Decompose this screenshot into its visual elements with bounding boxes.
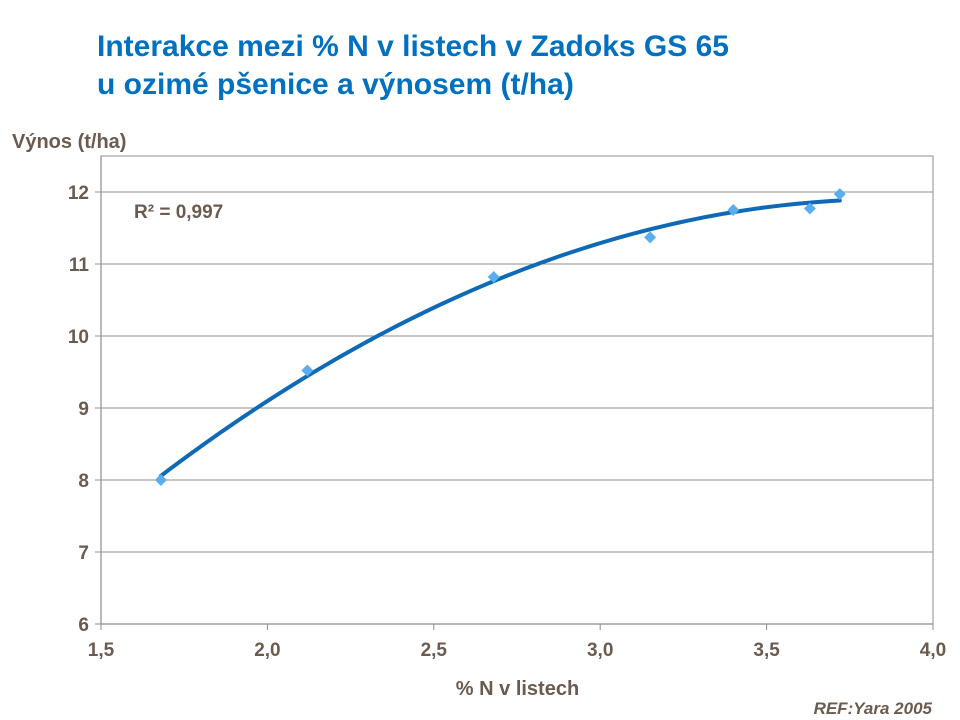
x-axis-label: % N v listech (455, 678, 580, 700)
y-tick-label: 10 (68, 327, 89, 348)
r-squared-annotation: R² = 0,997 (134, 202, 223, 223)
data-point (644, 231, 657, 244)
y-tick-label: 7 (78, 543, 89, 564)
data-point (154, 474, 167, 486)
data-point (301, 364, 314, 377)
data-point (833, 188, 846, 201)
chart-title: Interakce mezi % N v listech v Zadoks GS… (97, 28, 729, 104)
gridlines (101, 191, 933, 553)
data-point (487, 270, 500, 283)
chart-title-line-2: u ozimé pšenice a výnosem (t/ha) (97, 68, 574, 101)
y-axis-label: Výnos (t/ha) (12, 131, 127, 153)
x-tick-label: 2,0 (254, 640, 280, 661)
tick-labels: 6 7 8 9 10 11 12 1,5 2,0 2,5 3,0 3,5 4,0 (68, 183, 946, 661)
plot-area-border (100, 155, 934, 625)
y-tick-label: 12 (68, 183, 89, 204)
reference-note: REF:Yara 2005 (813, 699, 932, 718)
y-tick-label: 9 (78, 399, 89, 420)
trendline-layer (158, 198, 842, 478)
axes (95, 155, 934, 630)
x-tick-label: 4,0 (920, 640, 946, 661)
y-tick-label: 6 (78, 615, 89, 636)
data-point (803, 202, 816, 215)
y-tick-label: 8 (78, 471, 89, 492)
x-tick-label: 1,5 (88, 640, 115, 661)
x-tick-label: 3,5 (753, 640, 780, 661)
trendline (158, 198, 842, 478)
x-tick-label: 3,0 (587, 640, 613, 661)
data-points (154, 188, 846, 486)
y-tick-label: 11 (69, 255, 90, 276)
x-tick-label: 2,5 (421, 640, 448, 661)
data-point (727, 204, 740, 216)
chart-title-line-1: Interakce mezi % N v listech v Zadoks GS… (97, 30, 729, 63)
